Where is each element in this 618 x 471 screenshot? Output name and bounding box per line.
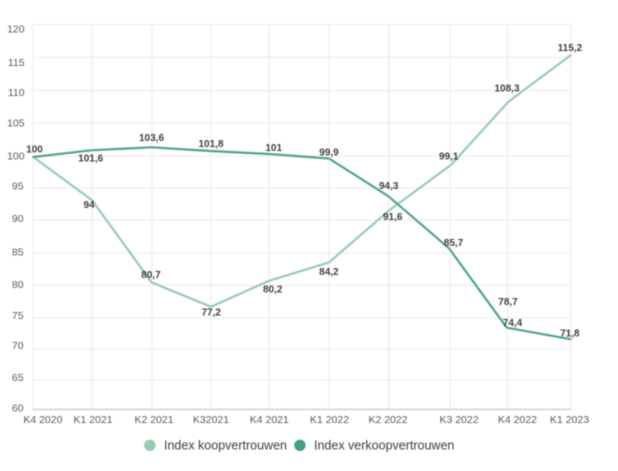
svg-text:110: 110 — [8, 87, 25, 99]
svg-text:95: 95 — [12, 181, 24, 193]
svg-text:Index verkoopvertrouwen: Index verkoopvertrouwen — [314, 439, 454, 453]
svg-text:120: 120 — [7, 24, 25, 36]
svg-text:K3 2022: K3 2022 — [439, 414, 478, 426]
svg-text:101: 101 — [265, 143, 282, 154]
svg-text:80,7: 80,7 — [141, 270, 161, 281]
svg-text:80,2: 80,2 — [263, 285, 283, 296]
svg-text:71,8: 71,8 — [560, 328, 580, 339]
svg-text:K2 2022: K2 2022 — [368, 414, 407, 426]
svg-text:80: 80 — [12, 279, 24, 291]
svg-text:108,3: 108,3 — [494, 84, 519, 95]
svg-text:100: 100 — [26, 144, 43, 155]
svg-text:91,6: 91,6 — [383, 212, 403, 223]
svg-text:K2 2021: K2 2021 — [134, 414, 173, 426]
svg-text:K4 2021: K4 2021 — [250, 414, 289, 426]
svg-text:85,7: 85,7 — [444, 238, 464, 249]
svg-text:75: 75 — [12, 310, 24, 322]
svg-text:74,4: 74,4 — [503, 318, 523, 329]
svg-text:94: 94 — [83, 200, 95, 211]
svg-text:84,2: 84,2 — [319, 267, 339, 278]
svg-text:Index koopvertrouwen: Index koopvertrouwen — [164, 439, 287, 453]
svg-text:94,3: 94,3 — [379, 181, 399, 192]
svg-text:115: 115 — [8, 57, 25, 69]
svg-text:85: 85 — [12, 247, 24, 259]
svg-text:99,1: 99,1 — [439, 152, 459, 163]
svg-text:K32021: K32021 — [193, 414, 229, 426]
svg-text:K1 2021: K1 2021 — [73, 414, 112, 426]
svg-text:115,2: 115,2 — [558, 43, 583, 54]
svg-text:105: 105 — [7, 118, 25, 130]
svg-text:103,6: 103,6 — [139, 133, 164, 144]
svg-text:101,8: 101,8 — [198, 139, 223, 150]
svg-text:101,6: 101,6 — [78, 154, 103, 165]
svg-text:90: 90 — [12, 213, 24, 225]
svg-text:70: 70 — [12, 340, 24, 352]
svg-text:78,7: 78,7 — [498, 297, 518, 308]
svg-text:99,9: 99,9 — [319, 147, 339, 158]
svg-text:77,2: 77,2 — [201, 308, 221, 319]
svg-text:100: 100 — [7, 151, 25, 163]
svg-text:K4 2020: K4 2020 — [23, 414, 62, 426]
svg-text:K4 2022: K4 2022 — [498, 414, 537, 426]
svg-text:60: 60 — [12, 403, 24, 415]
svg-text:65: 65 — [12, 372, 24, 384]
svg-text:K1 2022: K1 2022 — [310, 414, 349, 426]
svg-text:K1 2023: K1 2023 — [550, 414, 589, 426]
